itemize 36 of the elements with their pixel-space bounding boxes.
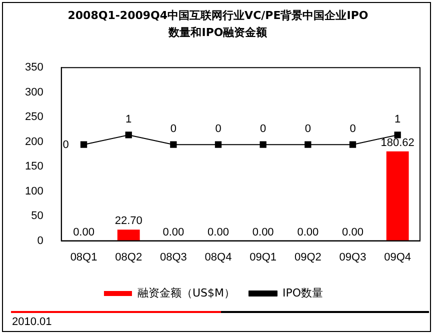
- chart-title: 2008Q1-2009Q4中国互联网行业VC/PE背景中国企业IPO数量和IPO融资金额: [66, 8, 370, 41]
- x-tick-label: 09Q4: [384, 251, 412, 264]
- data-label: 0: [350, 123, 356, 136]
- data-label: 0.00: [162, 226, 184, 238]
- data-label: 180.62: [380, 136, 414, 149]
- x-tick-label: 08Q3: [160, 251, 187, 264]
- y-tick-label: 50: [31, 210, 44, 222]
- data-label: 0.00: [252, 226, 274, 238]
- data-label: 0: [304, 123, 311, 136]
- y-tick-label: 100: [24, 185, 44, 198]
- x-tick-label: 08Q1: [70, 251, 98, 264]
- data-label: 0: [260, 123, 266, 136]
- x-tick-label: 09Q1: [250, 251, 277, 264]
- y-tick-label: 250: [24, 111, 44, 124]
- data-label: 1: [126, 113, 132, 126]
- data-label: 0: [170, 123, 176, 136]
- data-label: 22.70: [114, 215, 142, 228]
- data-label: 0: [62, 139, 69, 152]
- text: 2010.01: [12, 316, 52, 328]
- y-tick-label: 0: [37, 234, 44, 247]
- data-label: 1: [394, 113, 401, 126]
- x-tick-label: 08Q4: [204, 251, 232, 264]
- y-tick-label: 150: [24, 160, 44, 173]
- data-label: 0.00: [208, 226, 229, 238]
- y-tick-label: 300: [24, 86, 44, 98]
- legend-label: 融资金额（US$M）: [137, 286, 235, 300]
- y-tick-label: 350: [24, 62, 44, 74]
- data-label: 0.00: [297, 226, 319, 238]
- data-label: 0.00: [342, 226, 364, 238]
- x-tick-label: 08Q2: [115, 251, 142, 264]
- data-label: 0: [215, 123, 222, 136]
- data-label: 0.00: [73, 226, 94, 238]
- y-tick-label: 200: [24, 136, 44, 148]
- x-tick-label: 09Q3: [339, 251, 366, 264]
- x-tick-label: 09Q2: [294, 251, 322, 264]
- legend-label: IPO数量: [282, 286, 324, 300]
